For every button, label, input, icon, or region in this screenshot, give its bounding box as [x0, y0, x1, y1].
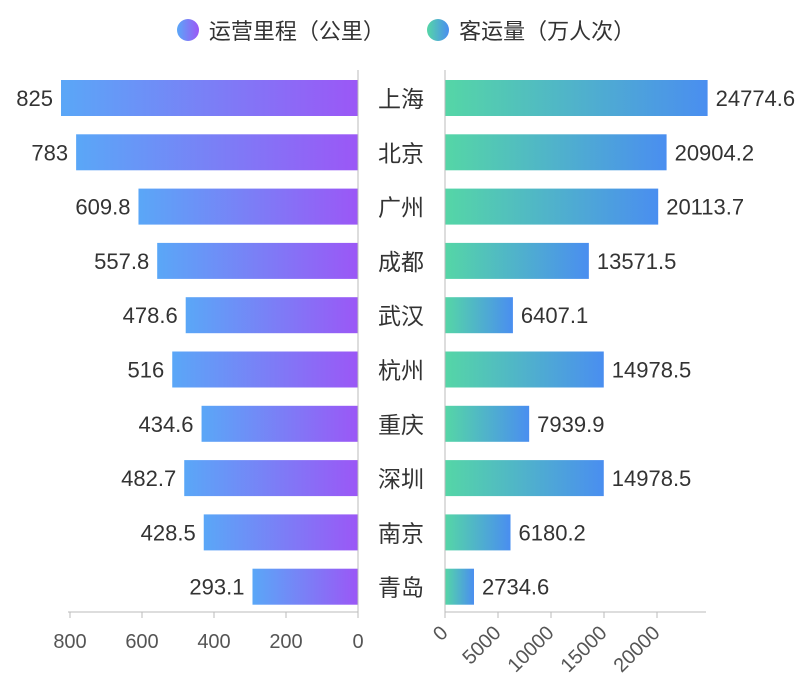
value-label-ridership-9: 2734.6: [482, 575, 549, 600]
category-label-1: 北京: [378, 140, 424, 166]
legend-swatch-ridership: [427, 19, 450, 41]
left-tick-label-0: 800: [53, 631, 86, 653]
value-label-mileage-1: 783: [31, 140, 68, 165]
right-tick-label-1: 5000: [459, 622, 506, 669]
right-tick-label-4: 20000: [610, 622, 665, 677]
value-label-ridership-3: 13571.5: [597, 249, 677, 274]
category-label-8: 南京: [378, 520, 424, 546]
value-label-mileage-6: 434.6: [138, 412, 193, 437]
bar-ridership-8[interactable]: [445, 514, 511, 551]
left-tick-label-1: 600: [125, 631, 158, 653]
bar-mileage-3[interactable]: [157, 242, 358, 279]
category-label-4: 武汉: [378, 303, 424, 329]
legend-label-mileage: 运营里程（公里）: [208, 19, 385, 44]
bar-mileage-7[interactable]: [184, 460, 358, 497]
category-label-7: 深圳: [378, 466, 424, 492]
value-label-ridership-2: 20113.7: [666, 195, 744, 220]
value-label-ridership-1: 20904.2: [675, 140, 755, 165]
value-label-ridership-5: 14978.5: [612, 358, 692, 383]
category-label-5: 杭州: [378, 358, 424, 384]
legend-item-ridership[interactable]: 客运量（万人次）: [427, 14, 635, 46]
left-tick-label-3: 200: [269, 631, 302, 653]
value-label-mileage-8: 428.5: [141, 520, 196, 545]
bar-ridership-6[interactable]: [445, 405, 530, 442]
left-tick-label-2: 400: [197, 631, 230, 653]
value-label-mileage-7: 482.7: [121, 466, 176, 491]
bar-ridership-9[interactable]: [445, 568, 474, 605]
left-panel-mileage: 825 783 609.8 557.8 478.6 516 434.6 482.7 428.5 2…: [16, 70, 364, 653]
bar-ridership-1[interactable]: [445, 134, 667, 171]
right-tick-label-3: 15000: [557, 622, 612, 677]
bar-mileage-9[interactable]: [252, 568, 358, 605]
bar-ridership-7[interactable]: [445, 460, 604, 497]
value-label-mileage-3: 557.8: [94, 249, 149, 274]
category-label-2: 广州: [378, 195, 424, 221]
category-label-0: 上海: [378, 86, 424, 112]
value-label-ridership-7: 14978.5: [612, 466, 692, 491]
legend-item-mileage[interactable]: 运营里程（公里）: [176, 14, 385, 46]
bar-mileage-1[interactable]: [76, 134, 359, 171]
bar-ridership-3[interactable]: [445, 242, 589, 279]
category-label-3: 成都: [378, 249, 424, 275]
value-label-ridership-6: 7939.9: [537, 412, 604, 437]
value-label-mileage-5: 516: [128, 358, 165, 383]
bar-ridership-4[interactable]: [445, 297, 513, 334]
chart-legend: 运营里程（公里） 客运量（万人次）: [0, 14, 812, 47]
right-tick-label-2: 10000: [504, 622, 559, 677]
value-label-ridership-8: 6180.2: [519, 520, 586, 545]
category-label-6: 重庆: [378, 412, 424, 438]
bar-mileage-0[interactable]: [61, 80, 358, 116]
bar-mileage-6[interactable]: [201, 405, 358, 442]
value-label-mileage-0: 825: [16, 86, 53, 111]
left-tick-label-4: 0: [352, 631, 363, 653]
bar-ridership-0[interactable]: [445, 80, 708, 116]
bar-mileage-5[interactable]: [172, 351, 358, 388]
bar-mileage-8[interactable]: [203, 514, 358, 551]
legend-swatch-mileage: [176, 19, 199, 41]
value-label-mileage-2: 609.8: [75, 195, 130, 220]
value-label-mileage-9: 293.1: [189, 575, 244, 600]
right-tick-label-0: 0: [429, 622, 452, 645]
category-label-9: 青岛: [378, 575, 424, 601]
value-label-mileage-4: 478.6: [123, 303, 178, 328]
bar-mileage-2[interactable]: [138, 188, 358, 225]
legend-label-ridership: 客运量（万人次）: [459, 19, 636, 44]
bar-ridership-5[interactable]: [445, 351, 604, 388]
value-label-ridership-0: 24774.6: [716, 86, 796, 111]
bar-ridership-2[interactable]: [445, 188, 659, 225]
right-panel-ridership: 24774.6 20904.2 20113.7 13571.5 6407.1 14978.…: [429, 70, 795, 677]
value-label-ridership-4: 6407.1: [521, 303, 588, 328]
bar-mileage-4[interactable]: [185, 297, 358, 334]
